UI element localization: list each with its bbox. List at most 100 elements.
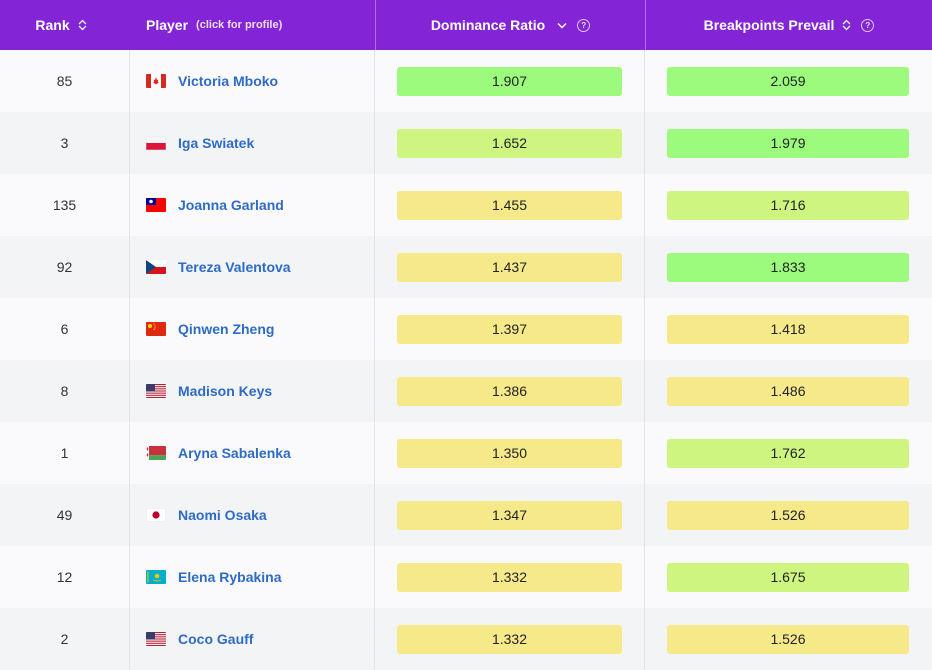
rank-cell: 1 — [0, 422, 130, 484]
player-link[interactable]: Qinwen Zheng — [178, 321, 275, 337]
rank-value: 6 — [60, 321, 69, 337]
breakpoints-cell: 1.526 — [645, 608, 932, 670]
dominance-bar: 1.332 — [397, 624, 622, 654]
breakpoints-value: 1.418 — [770, 321, 806, 337]
breakpoints-header-label: Breakpoints Prevail — [703, 17, 835, 33]
player-cell[interactable]: Naomi Osaka — [130, 484, 375, 546]
help-icon[interactable]: ? — [577, 18, 591, 32]
rank-cell: 135 — [0, 174, 130, 236]
help-icon[interactable]: ? — [861, 18, 875, 32]
sort-updown-icon[interactable] — [78, 19, 87, 31]
player-link[interactable]: Aryna Sabalenka — [178, 445, 291, 461]
player-cell[interactable]: Victoria Mboko — [130, 50, 375, 112]
breakpoints-cell: 1.762 — [645, 422, 932, 484]
dominance-cell: 1.347 — [375, 484, 645, 546]
breakpoints-bar: 1.418 — [667, 314, 909, 344]
chevron-down-icon[interactable] — [557, 22, 567, 29]
table-row: 1 Aryna Sabalenka 1.350 1.762 — [0, 422, 932, 484]
flag-us-icon — [146, 632, 166, 646]
player-link[interactable]: Victoria Mboko — [178, 73, 279, 89]
player-cell[interactable]: Tereza Valentova — [130, 236, 375, 298]
breakpoints-cell: 1.833 — [645, 236, 932, 298]
player-cell[interactable]: Elena Rybakina — [130, 546, 375, 608]
rank-value: 92 — [56, 259, 73, 275]
breakpoints-cell: 1.675 — [645, 546, 932, 608]
dominance-cell: 1.907 — [375, 50, 645, 112]
dominance-value: 1.350 — [491, 445, 528, 461]
dominance-cell: 1.437 — [375, 236, 645, 298]
dominance-bar: 1.347 — [397, 500, 622, 530]
breakpoints-bar: 1.979 — [667, 128, 909, 158]
dominance-column-header[interactable]: Dominance Ratio ? — [375, 0, 645, 50]
breakpoints-bar: 1.486 — [667, 376, 909, 406]
breakpoints-bar: 1.675 — [667, 562, 909, 592]
rank-value: 49 — [56, 507, 73, 523]
rank-cell: 49 — [0, 484, 130, 546]
dominance-header-label: Dominance Ratio — [430, 17, 546, 33]
player-header-sublabel: (click for profile) — [196, 19, 283, 31]
player-link[interactable]: Coco Gauff — [178, 631, 254, 647]
player-cell[interactable]: Aryna Sabalenka — [130, 422, 375, 484]
player-link[interactable]: Naomi Osaka — [178, 507, 267, 523]
breakpoints-value: 1.762 — [770, 445, 806, 461]
dominance-bar: 1.350 — [397, 438, 622, 468]
player-link[interactable]: Elena Rybakina — [178, 569, 282, 585]
dominance-cell: 1.332 — [375, 546, 645, 608]
rank-cell: 12 — [0, 546, 130, 608]
rank-cell: 8 — [0, 360, 130, 422]
dominance-value: 1.332 — [491, 631, 528, 647]
sort-updown-icon[interactable] — [842, 19, 851, 31]
table-row: 8 Madison Keys 1.386 1.486 — [0, 360, 932, 422]
table-row: 6 Qinwen Zheng 1.397 1.418 — [0, 298, 932, 360]
breakpoints-cell: 1.716 — [645, 174, 932, 236]
dominance-bar: 1.455 — [397, 190, 622, 220]
flag-cn-icon — [146, 322, 166, 336]
table-row: 49 Naomi Osaka 1.347 1.526 — [0, 484, 932, 546]
rank-cell: 92 — [0, 236, 130, 298]
dominance-bar: 1.437 — [397, 252, 622, 282]
rank-cell: 6 — [0, 298, 130, 360]
table-body: 85 Victoria Mboko 1.907 2.059 3 Iga Swiatek 1.… — [0, 50, 932, 670]
rank-cell: 2 — [0, 608, 130, 670]
player-link[interactable]: Joanna Garland — [178, 197, 284, 213]
dominance-value: 1.397 — [491, 321, 528, 337]
player-link[interactable]: Tereza Valentova — [178, 259, 291, 275]
breakpoints-cell: 1.486 — [645, 360, 932, 422]
player-cell[interactable]: Iga Swiatek — [130, 112, 375, 174]
breakpoints-bar: 1.762 — [667, 438, 909, 468]
breakpoints-cell: 1.979 — [645, 112, 932, 174]
breakpoints-bar: 1.716 — [667, 190, 909, 220]
player-cell[interactable]: Joanna Garland — [130, 174, 375, 236]
flag-kz-icon — [146, 570, 166, 584]
rank-column-header[interactable]: Rank — [0, 0, 130, 50]
table-row: 135 Joanna Garland 1.455 1.716 — [0, 174, 932, 236]
flag-ca-icon — [146, 74, 166, 88]
dominance-bar: 1.652 — [397, 128, 622, 158]
dominance-bar: 1.386 — [397, 376, 622, 406]
table-row: 2 Coco Gauff 1.332 1.526 — [0, 608, 932, 670]
breakpoints-column-header[interactable]: Breakpoints Prevail ? — [645, 0, 932, 50]
player-link[interactable]: Iga Swiatek — [178, 135, 255, 151]
rank-value: 12 — [56, 569, 73, 585]
dominance-cell: 1.652 — [375, 112, 645, 174]
rank-header-label: Rank — [35, 17, 70, 33]
rank-value: 3 — [60, 135, 69, 151]
breakpoints-value: 2.059 — [770, 73, 806, 89]
player-link[interactable]: Madison Keys — [178, 383, 273, 399]
breakpoints-bar: 1.526 — [667, 624, 909, 654]
player-column-header: Player (click for profile) — [130, 0, 375, 50]
dominance-cell: 1.397 — [375, 298, 645, 360]
breakpoints-value: 1.486 — [770, 383, 806, 399]
breakpoints-value: 1.675 — [770, 569, 806, 585]
rank-value: 85 — [56, 73, 73, 89]
table-row: 12 Elena Rybakina 1.332 1.675 — [0, 546, 932, 608]
player-cell[interactable]: Coco Gauff — [130, 608, 375, 670]
player-cell[interactable]: Madison Keys — [130, 360, 375, 422]
rank-value: 1 — [60, 445, 69, 461]
dominance-bar: 1.907 — [397, 66, 622, 96]
dominance-value: 1.455 — [491, 197, 528, 213]
player-cell[interactable]: Qinwen Zheng — [130, 298, 375, 360]
flag-jp-icon — [146, 508, 166, 522]
breakpoints-value: 1.979 — [770, 135, 806, 151]
breakpoints-value: 1.526 — [770, 631, 806, 647]
